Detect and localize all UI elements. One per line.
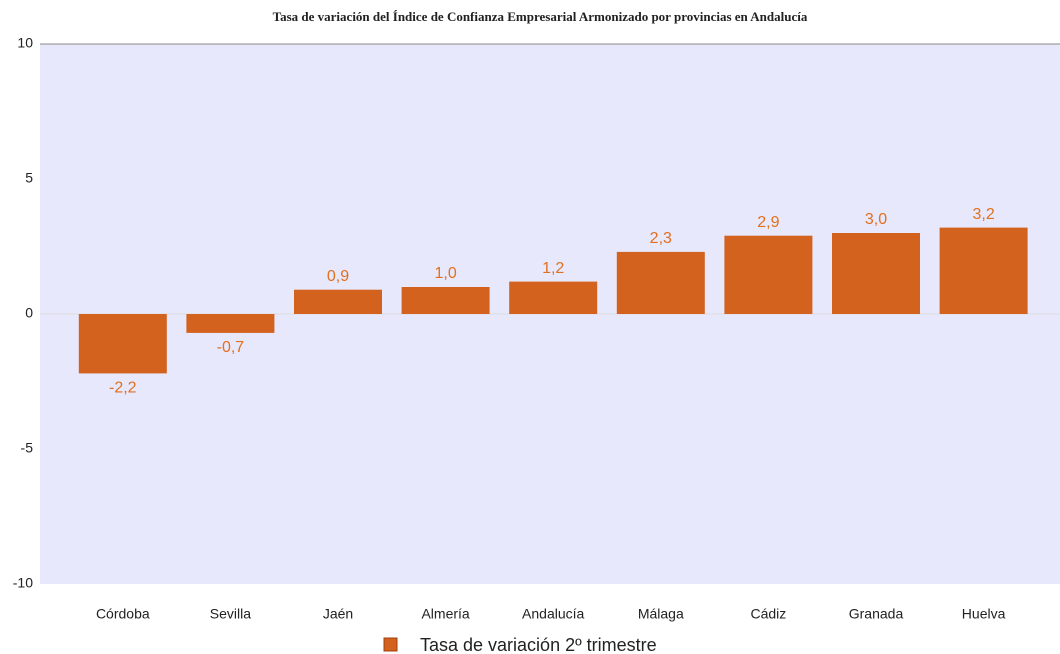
y-tick-label: 5 <box>25 170 33 186</box>
bar <box>294 289 382 314</box>
value-label: 1,2 <box>542 260 564 277</box>
bar <box>186 314 275 333</box>
x-tick-label: Cádiz <box>751 606 787 622</box>
legend-swatch <box>383 637 398 652</box>
value-label: 0,9 <box>327 268 349 285</box>
y-tick-label: -5 <box>21 440 34 456</box>
bar <box>616 251 705 314</box>
value-label: -0,7 <box>217 339 245 356</box>
value-label: 2,9 <box>757 214 779 231</box>
x-tick-label: Andalucía <box>522 606 584 622</box>
legend-label: Tasa de variación 2º trimestre <box>420 635 657 654</box>
x-tick-label: Málaga <box>638 606 684 622</box>
bar <box>78 314 167 374</box>
value-label: 2,3 <box>650 230 672 247</box>
chart-title: Tasa de variación del Índice de Confianz… <box>273 9 808 24</box>
x-tick-label: Sevilla <box>210 606 251 622</box>
x-tick-label: Córdoba <box>96 606 150 622</box>
x-tick-label: Jaén <box>323 606 353 622</box>
x-tick-label: Huelva <box>962 606 1006 622</box>
bar <box>401 287 490 314</box>
value-label: 3,0 <box>865 211 887 228</box>
bar <box>939 227 1028 314</box>
y-tick-label: 10 <box>17 35 33 51</box>
x-tick-label: Almería <box>421 606 469 622</box>
bar <box>724 235 813 314</box>
value-label: 1,0 <box>434 265 456 282</box>
y-tick-label: 0 <box>25 305 33 321</box>
bar <box>832 233 920 314</box>
bar <box>509 281 598 314</box>
y-tick-label: -10 <box>13 575 33 591</box>
value-label: -2,2 <box>109 380 137 397</box>
value-label: 3,2 <box>972 206 994 223</box>
x-tick-label: Granada <box>849 606 904 622</box>
